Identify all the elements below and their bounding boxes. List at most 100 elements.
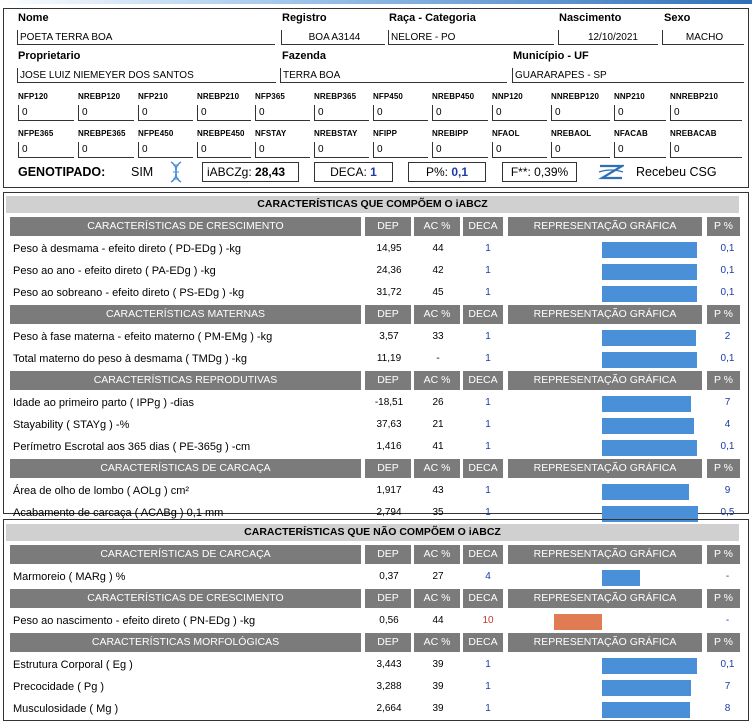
col-header-grafica: REPRESENTAÇÃO GRÁFICA [508,371,702,390]
stat-label: NREBP365 [314,92,357,101]
p-value: 0,1 [451,165,469,179]
deca-label: DECA: [330,165,367,179]
animal-info-box [3,8,749,188]
trait-p: 7 [724,681,731,692]
stat-label: NNP210 [614,92,645,101]
trait-deca: 4 [485,571,491,582]
trait-name: Peso à desmama - efeito direto ( PD-EDg … [13,243,242,255]
trait-ac: 42 [432,265,444,276]
trait-name: Total materno do peso à desmama ( TMDg )… [13,353,247,365]
col-header-p: P % [707,589,740,608]
trait-deca: 1 [485,485,491,496]
stat-value: 0 [197,142,251,158]
col-header-ac: AC % [414,545,460,564]
genotipado-value: SIM [131,165,154,179]
raca-label: Raça - Categoria [389,12,476,24]
group-header: CARACTERÍSTICAS DE CRESCIMENTO [10,589,361,608]
col-header-ac: AC % [414,305,460,324]
trait-dep: 2,664 [376,703,402,714]
col-header-p: P % [707,545,740,564]
col-header-grafica: REPRESENTAÇÃO GRÁFICA [508,545,702,564]
col-header-p: P % [707,217,740,236]
trait-bar [602,396,691,412]
col-header-deca: DECA [463,305,503,324]
stat-value: 0 [314,105,369,121]
trait-p: 0,1 [720,441,735,452]
col-header-dep: DEP [365,371,411,390]
trait-p: 8 [724,703,731,714]
stat-label: NFP450 [373,92,403,101]
col-header-dep: DEP [365,305,411,324]
trait-row: Peso ao nascimento - efeito direto ( PN-… [10,611,745,633]
nascimento-label: Nascimento [559,12,622,24]
stat-label: NFAOL [492,129,520,138]
col-header-grafica: REPRESENTAÇÃO GRÁFICA [508,459,702,478]
trait-p: - [725,615,730,626]
trait-ac: 26 [432,397,444,408]
stat-value: 0 [314,142,369,158]
trait-p: 0,1 [720,243,735,254]
col-header-deca: DECA [463,371,503,390]
p-label: P%: [425,165,448,179]
trait-row: Perímetro Escrotal aos 365 dias ( PE-365… [10,437,745,459]
trait-name: Peso ao nascimento - efeito direto ( PN-… [13,615,256,627]
col-header-p: P % [707,459,740,478]
col-header-ac: AC % [414,459,460,478]
col-header-dep: DEP [365,633,411,652]
trait-ac: 39 [432,659,444,670]
iabczg-box: iABCZg: 28,43 [202,162,299,182]
trait-dep: 1,416 [376,441,402,452]
section-compoem [3,192,749,514]
stat-value: 0 [551,142,610,158]
stat-label: NREBP210 [197,92,240,101]
trait-row: Musculosidade ( Mg ) 2,664 39 1 8 [10,699,745,721]
trait-row: Idade ao primeiro parto ( IPPg ) -dias -1… [10,393,745,415]
col-header-grafica: REPRESENTAÇÃO GRÁFICA [508,305,702,324]
trait-p: 0,1 [720,659,735,670]
trait-p: 0,1 [720,287,735,298]
stat-value: 0 [255,142,310,158]
trait-deca: 1 [485,659,491,670]
raca-field: NELORE - PO [388,30,554,45]
trait-dep: 3,288 [376,681,402,692]
fazenda-label: Fazenda [282,50,327,62]
col-header-p: P % [707,305,740,324]
stat-value: 0 [670,105,742,121]
trait-dep: 2,794 [376,507,402,518]
trait-ac: 44 [432,243,444,254]
trait-bar [602,506,698,522]
stat-label: NNREBP120 [551,92,600,101]
stat-label: NREBSTAY [314,129,358,138]
stat-label: NREBP450 [432,92,475,101]
stat-label: NREBAOL [551,129,592,138]
col-header-grafica: REPRESENTAÇÃO GRÁFICA [508,217,702,236]
trait-deca: 1 [485,397,491,408]
trait-deca: 1 [485,441,491,452]
trait-p: - [725,571,730,582]
trait-bar [602,658,697,674]
csg-text: Recebeu CSG [636,165,717,179]
trait-deca: 1 [485,331,491,342]
stat-value: 0 [138,142,193,158]
genotipado-label: GENOTIPADO: [18,165,106,179]
proprietario-label: Proprietario [18,50,81,62]
trait-row: Acabamento de carcaça ( ACABg ) 0,1 mm 2,… [10,503,745,525]
stat-value: 0 [373,105,428,121]
trait-ac: 39 [432,681,444,692]
col-header-deca: DECA [463,545,503,564]
trait-ac: 43 [432,485,444,496]
trait-p: 0,5 [720,507,735,518]
trait-ac: 45 [432,287,444,298]
trait-deca: 10 [482,615,494,626]
group-header: CARACTERÍSTICAS MORFOLÓGICAS [10,633,361,652]
trait-ac: 21 [432,419,444,430]
trait-bar [602,286,697,302]
stat-label: NFPE365 [18,129,54,138]
trait-name: Acabamento de carcaça ( ACABg ) 0,1 mm [13,507,224,519]
trait-p: 7 [724,397,731,408]
trait-dep: -18,51 [374,397,404,408]
trait-bar [602,352,697,368]
trait-deca: 1 [485,419,491,430]
col-header-ac: AC % [414,217,460,236]
stat-label: NREBACAB [670,129,717,138]
